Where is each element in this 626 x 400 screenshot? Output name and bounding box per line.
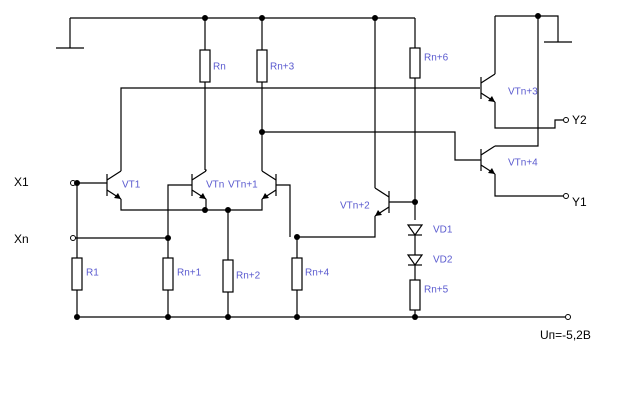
terminal — [565, 314, 571, 320]
output-label: Y1 — [572, 195, 587, 209]
diode — [406, 254, 424, 267]
resistor-label: R1 — [86, 268, 99, 279]
resistor-label: Rn+5 — [424, 285, 449, 296]
resistor-label: Rn+4 — [305, 268, 330, 279]
terminal — [563, 117, 569, 123]
wire — [205, 169, 207, 171]
wire — [120, 87, 480, 171]
wire — [262, 131, 481, 161]
resistor-label: Rn+1 — [177, 268, 202, 279]
wire — [374, 187, 390, 198]
emitter-arrow — [114, 193, 121, 199]
wire — [261, 170, 277, 181]
wire — [297, 216, 376, 238]
wire — [494, 174, 563, 197]
wire — [495, 15, 559, 42]
transistor-label: VTn — [206, 180, 224, 191]
resistor — [291, 257, 303, 291]
transistor-label: VTn+4 — [508, 158, 538, 169]
wire — [106, 170, 122, 181]
transistor-label: VT1 — [122, 180, 141, 191]
resistor-label: Rn+2 — [236, 271, 261, 282]
resistor — [162, 257, 174, 291]
junction — [412, 314, 418, 320]
wire — [276, 184, 291, 237]
resistor — [71, 257, 83, 291]
junction — [74, 314, 80, 320]
wire — [191, 170, 207, 181]
resistor-label: Rn+6 — [424, 53, 449, 64]
resistor — [409, 47, 421, 79]
resistor — [256, 49, 268, 83]
terminal — [70, 235, 76, 241]
junction — [202, 207, 208, 213]
emitter-arrow — [488, 96, 495, 102]
junction — [225, 314, 231, 320]
terminal — [563, 193, 569, 199]
wire — [167, 184, 192, 238]
emitter-arrow — [199, 193, 206, 199]
transistor-label: VTn+2 — [340, 201, 370, 212]
output-label: Y2 — [572, 113, 587, 127]
diode — [406, 224, 424, 237]
resistor — [199, 49, 211, 83]
resistor-label: Rn+3 — [270, 62, 295, 73]
wire — [495, 16, 539, 147]
emitter-arrow — [262, 193, 269, 199]
transistor-label: VTn+3 — [508, 87, 538, 98]
wire — [494, 102, 563, 129]
transistor-label: VTn+1 — [228, 180, 258, 191]
wire — [480, 73, 496, 84]
resistor — [409, 279, 421, 311]
emitter-arrow — [375, 210, 382, 216]
wire — [120, 199, 263, 211]
input-label: Xn — [14, 232, 29, 246]
input-label: X1 — [14, 175, 29, 189]
wire — [480, 145, 496, 156]
junction — [294, 314, 300, 320]
junction — [412, 199, 418, 205]
diode-label: VD1 — [433, 225, 453, 236]
supply-label: Uп=-5,2В — [540, 328, 591, 342]
wires — [56, 13, 572, 320]
resistor-label: Rn — [213, 62, 226, 73]
emitter-arrow — [488, 168, 495, 174]
diode-label: VD2 — [433, 255, 453, 266]
junction — [165, 314, 171, 320]
resistor — [222, 259, 234, 293]
